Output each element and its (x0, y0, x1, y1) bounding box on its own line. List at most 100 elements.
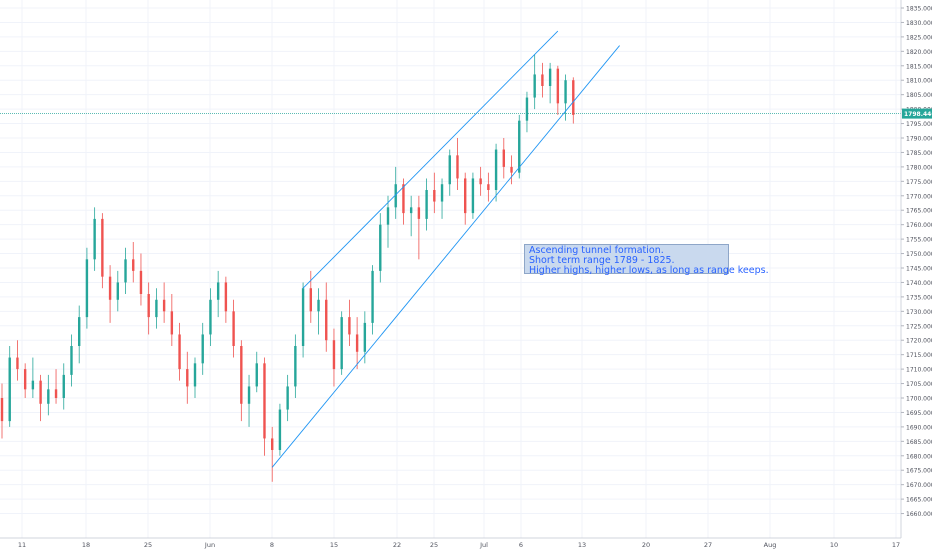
candle (332, 328, 336, 387)
annotation-callout[interactable]: Ascending tunnel formation. Short term r… (524, 244, 769, 276)
upper-channel-line (302, 30, 559, 289)
lower-channel-line (271, 45, 620, 468)
candle (502, 138, 505, 179)
candle (0, 383, 4, 439)
candle-body (39, 380, 42, 404)
candle (224, 276, 228, 323)
candle-body (572, 80, 575, 115)
candle (448, 149, 451, 196)
price-axis: 1660.000 1665.000 1670.000 1675.000 1680.000… (900, 0, 932, 550)
candle-body (371, 270, 374, 323)
candle-body (510, 166, 513, 173)
price-axis-background (901, 0, 932, 550)
price-tick-label: 1765.000 (906, 208, 932, 215)
candle (263, 357, 266, 456)
candle (564, 74, 567, 121)
current-price-badge-background (902, 108, 932, 119)
time-tick-label: 25 (430, 541, 438, 549)
price-tick-label: 1825.000 (906, 34, 932, 41)
price-tick-label: 1700.000 (906, 396, 932, 403)
candle-body (139, 270, 143, 294)
candle-body (108, 276, 112, 300)
time-tick-label: 10 (830, 541, 838, 549)
candle-body (116, 282, 119, 300)
candle (132, 242, 135, 283)
candle-body (325, 299, 328, 341)
candle (294, 334, 297, 398)
candle (541, 62, 544, 98)
price-tick-label: 1755.000 (906, 237, 932, 244)
candle (101, 213, 104, 289)
candle (525, 91, 529, 133)
candle-body (363, 322, 367, 352)
price-tick-label: 1720.000 (906, 338, 932, 345)
candle (355, 317, 359, 370)
candle-body (278, 409, 282, 450)
candle (16, 340, 19, 381)
candle-body (433, 190, 436, 202)
time-tick-label: 13 (578, 541, 586, 549)
candle-body (332, 340, 336, 370)
candle (386, 195, 390, 248)
candle (379, 213, 382, 283)
candle (186, 351, 189, 404)
candle-body (355, 334, 359, 352)
candle (216, 270, 220, 318)
candle (487, 172, 490, 202)
candle-body (564, 80, 567, 104)
candle-body (93, 218, 96, 260)
price-tick-label: 1735.000 (906, 294, 932, 301)
candle-body (263, 363, 266, 439)
time-tick-label: 25 (144, 541, 152, 549)
candle-body (409, 207, 413, 214)
time-tick-label: 18 (82, 541, 90, 549)
candle-body (533, 74, 536, 98)
price-tick-label: 1745.000 (906, 266, 932, 273)
candle-body (201, 334, 204, 364)
price-tick-label: 1815.000 (906, 63, 932, 70)
candle-body (193, 363, 197, 387)
candle-body (309, 288, 312, 312)
candle (240, 340, 243, 422)
candle-body (417, 207, 421, 219)
price-tick-label: 1685.000 (906, 439, 932, 446)
price-tick-label: 1775.000 (906, 179, 932, 186)
candle-body (440, 184, 444, 202)
candle (433, 172, 436, 214)
price-tick-label: 1835.000 (906, 6, 932, 13)
candle (464, 172, 467, 225)
price-tick-label: 1795.000 (906, 121, 932, 128)
candle (47, 374, 50, 416)
time-axis: 11 18 25 Jun 8 15 22 25 Jul 6 13 20 27 Aug 10 17 (0, 537, 901, 549)
candle-body (518, 120, 521, 173)
candle-body (240, 346, 243, 404)
candle-body (162, 299, 166, 312)
candle (247, 374, 251, 427)
current-price-label: 1798.446 (904, 111, 932, 118)
time-tick-label: 17 (892, 541, 900, 549)
price-tick-label: 1805.000 (906, 92, 932, 99)
candle (556, 65, 560, 115)
price-tick-label: 1790.000 (906, 136, 932, 143)
price-tick-label: 1705.000 (906, 381, 932, 388)
candle-body (178, 334, 181, 370)
candle (178, 322, 181, 381)
current-price-badge: 1798.446 (902, 108, 932, 119)
candle-body (209, 299, 212, 335)
time-tick-label: Aug (764, 541, 777, 549)
candle-body (124, 259, 127, 283)
candle-body (54, 389, 58, 398)
candle (417, 195, 421, 260)
candle (108, 265, 112, 323)
candle-body (340, 317, 343, 370)
candle-body (479, 178, 482, 185)
time-tick-label: 15 (330, 541, 338, 549)
candle-body (471, 178, 475, 214)
candle (340, 311, 343, 375)
candle (348, 299, 351, 346)
candle-body (247, 386, 251, 404)
candle (278, 403, 282, 456)
candle-body (31, 380, 35, 390)
